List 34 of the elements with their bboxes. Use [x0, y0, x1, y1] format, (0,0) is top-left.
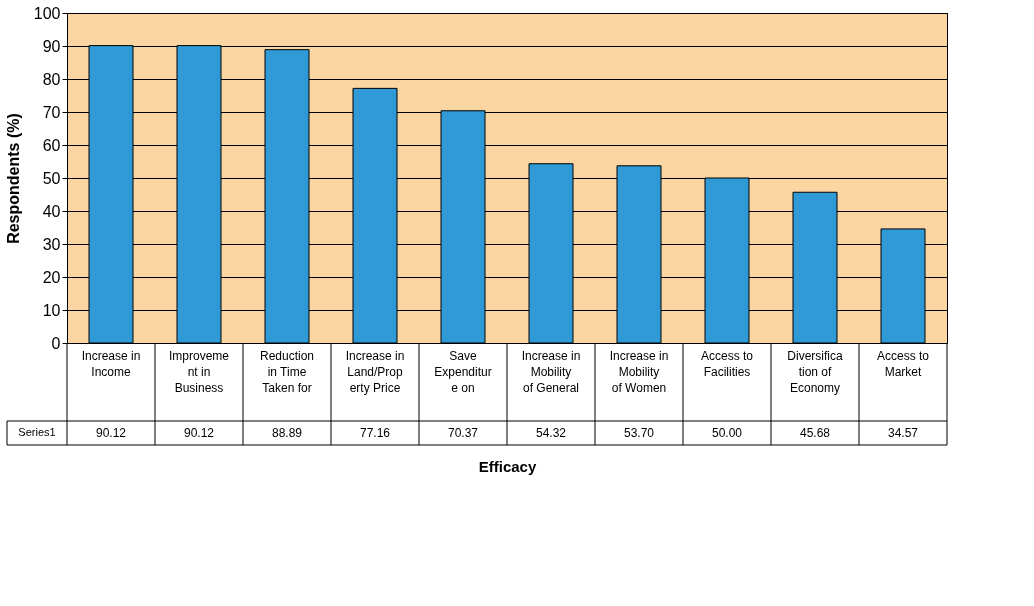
data-label: 70.37 — [447, 426, 479, 440]
x-tick-label: Increase in Land/Prop erty Price — [345, 349, 405, 395]
y-tick-label: 90 — [42, 37, 61, 55]
x-tick-label: Increase in Mobility of General — [521, 349, 581, 395]
y-tick-label: 70 — [42, 103, 61, 121]
data-label: 45.68 — [799, 426, 831, 440]
x-tick-label: Access to Market — [876, 349, 930, 379]
y-tick-label: 40 — [42, 202, 61, 220]
data-label: 50.00 — [711, 426, 743, 440]
y-tick-label: 60 — [42, 136, 61, 154]
legend-label: Series1 — [18, 426, 56, 438]
y-tick-label: 100 — [33, 4, 61, 22]
data-label: 90.12 — [183, 426, 215, 440]
y-tick-label: 20 — [42, 268, 61, 286]
data-label: 54.32 — [535, 426, 567, 440]
y-tick-label: 50 — [42, 169, 61, 187]
x-tick-label: Save Expenditur e on — [434, 349, 492, 395]
x-tick-label: Reduction in Time Taken for — [259, 349, 315, 395]
x-tick-label: Increase in Mobility of Women — [609, 349, 669, 395]
x-tick-label: Diversifica tion of Economy — [787, 349, 843, 395]
data-label: 34.57 — [887, 426, 919, 440]
data-label: 88.89 — [271, 426, 303, 440]
y-tick-label: 30 — [42, 235, 61, 253]
data-label: 53.70 — [623, 426, 655, 440]
y-tick-label: 80 — [42, 70, 61, 88]
x-tick-label: Increase in Income — [81, 349, 141, 379]
y-tick-label: 0 — [51, 334, 61, 352]
y-tick-label: 10 — [42, 301, 61, 319]
data-label: 90.12 — [95, 426, 127, 440]
y-axis-title: Respondents (%) — [4, 113, 22, 244]
data-label: 77.16 — [359, 426, 391, 440]
x-axis-title: Efficacy — [478, 457, 537, 475]
x-tick-label: Improveme nt in Business — [168, 349, 230, 395]
x-tick-label: Access to Facilities — [700, 349, 754, 379]
